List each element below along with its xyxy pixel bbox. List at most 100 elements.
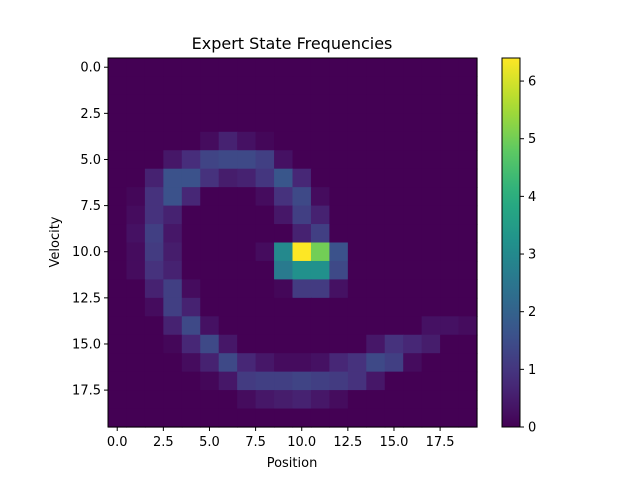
heatmap-cell	[458, 279, 478, 299]
y-tick-label: 15.0	[72, 337, 101, 352]
heatmap-cell	[440, 58, 460, 78]
heatmap-cell	[200, 334, 220, 354]
heatmap-cell	[458, 242, 478, 262]
heatmap-cell	[126, 187, 146, 207]
heatmap-cell	[126, 94, 146, 114]
heatmap-cell	[421, 113, 441, 133]
heatmap-cell	[347, 371, 367, 391]
heatmap-cell	[163, 224, 183, 244]
heatmap-cell	[200, 316, 220, 336]
heatmap-cell	[366, 390, 386, 410]
heatmap-cell	[310, 94, 330, 114]
heatmap-cell	[403, 113, 423, 133]
heatmap-cell	[126, 260, 146, 280]
heatmap-cell	[292, 297, 312, 317]
y-tick-label: 5.0	[80, 153, 101, 168]
heatmap-cell	[458, 297, 478, 317]
heatmap-cell	[384, 353, 404, 373]
heatmap-cell	[274, 76, 294, 96]
heatmap-cell	[458, 205, 478, 225]
heatmap-cell	[329, 205, 349, 225]
heatmap-cell	[310, 76, 330, 96]
heatmap-cell	[292, 168, 312, 188]
heatmap-cell	[347, 260, 367, 280]
chart-title: Expert State Frequencies	[192, 34, 393, 53]
heatmap-cell	[200, 76, 220, 96]
heatmap-cell	[403, 168, 423, 188]
x-tick-label: 2.5	[153, 435, 174, 450]
heatmap-cell	[181, 334, 201, 354]
heatmap-cell	[218, 371, 238, 391]
heatmap-cell	[255, 187, 275, 207]
heatmap-cell	[108, 58, 128, 78]
heatmap-cell	[144, 94, 164, 114]
heatmap-cell	[181, 150, 201, 170]
heatmap-cell	[366, 187, 386, 207]
heatmap-cell	[292, 224, 312, 244]
heatmap-cell	[458, 260, 478, 280]
heatmap-cell	[218, 58, 238, 78]
heatmap-cell	[347, 242, 367, 262]
heatmap-cell	[347, 316, 367, 336]
heatmap-cell	[255, 168, 275, 188]
heatmap-cell	[347, 131, 367, 151]
heatmap-cell	[347, 76, 367, 96]
heatmap-cell	[366, 131, 386, 151]
heatmap-cell	[458, 58, 478, 78]
heatmap-cell	[274, 260, 294, 280]
heatmap-cell	[144, 113, 164, 133]
heatmap-cell	[144, 408, 164, 428]
heatmap-cell	[329, 168, 349, 188]
heatmap-cell	[163, 260, 183, 280]
heatmap-cell	[144, 187, 164, 207]
heatmap-cell	[366, 260, 386, 280]
heatmap-cell	[292, 150, 312, 170]
heatmap-cell	[347, 150, 367, 170]
heatmap-cell	[366, 150, 386, 170]
heatmap-cell	[218, 187, 238, 207]
heatmap-cell	[163, 205, 183, 225]
heatmap-cell	[440, 76, 460, 96]
heatmap-cell	[384, 242, 404, 262]
heatmap-cell	[310, 408, 330, 428]
heatmap-cell	[163, 113, 183, 133]
heatmap-cell	[403, 279, 423, 299]
colorbar-tick-label: 4	[528, 190, 536, 205]
heatmap-cell	[403, 131, 423, 151]
heatmap-cell	[237, 187, 257, 207]
colorbar-tick-label: 6	[528, 75, 536, 90]
heatmap-cell	[347, 297, 367, 317]
heatmap-cell	[218, 150, 238, 170]
heatmap-cell	[218, 94, 238, 114]
heatmap-cell	[144, 242, 164, 262]
heatmap-cell	[292, 187, 312, 207]
heatmap-cell	[310, 371, 330, 391]
heatmap-cell	[274, 297, 294, 317]
heatmap-cell	[458, 334, 478, 354]
heatmap-cell	[310, 187, 330, 207]
heatmap-cell	[440, 279, 460, 299]
heatmap-cell	[347, 408, 367, 428]
heatmap-cell	[108, 242, 128, 262]
heatmap-cell	[310, 150, 330, 170]
y-tick-label: 17.5	[72, 384, 101, 399]
heatmap-cell	[200, 150, 220, 170]
heatmap-cell	[274, 334, 294, 354]
plot-frame	[107, 57, 478, 428]
colorbar-tick-label: 1	[528, 363, 536, 378]
colorbar-frame	[501, 57, 521, 428]
heatmap-cell	[200, 353, 220, 373]
colorbar: 0 1 2 3 4 5 6	[501, 57, 536, 436]
heatmap-cell	[237, 224, 257, 244]
heatmap-cell	[255, 260, 275, 280]
heatmap-cell	[200, 260, 220, 280]
heatmap-cell	[440, 205, 460, 225]
y-tick-label: 0.0	[80, 61, 101, 76]
heatmap-cell	[403, 205, 423, 225]
heatmap-cell	[384, 131, 404, 151]
heatmap-cell	[421, 260, 441, 280]
heatmap-cell	[292, 371, 312, 391]
x-tick-label: 10.0	[287, 435, 316, 450]
heatmap-cell	[181, 297, 201, 317]
heatmap-cell	[200, 113, 220, 133]
